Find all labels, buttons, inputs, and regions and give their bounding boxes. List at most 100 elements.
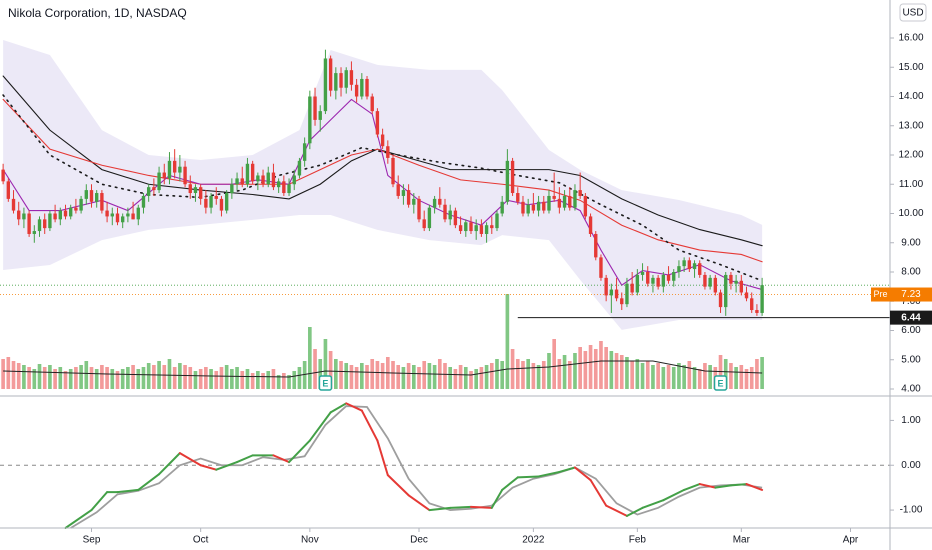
candle-body	[152, 187, 156, 191]
volume-bar	[131, 365, 135, 389]
candle-body	[536, 201, 541, 211]
volume-average	[3, 360, 763, 378]
volume-bar	[42, 367, 47, 389]
candle-body	[682, 260, 686, 267]
candle-body	[32, 231, 37, 234]
candle-body	[656, 277, 660, 287]
volume-bar	[53, 369, 57, 389]
candle-body	[63, 210, 68, 217]
signal-line	[70, 405, 763, 529]
candle-body	[53, 213, 57, 220]
oscillator-segment	[64, 509, 93, 529]
candle-body	[256, 175, 260, 182]
candle-body	[635, 274, 640, 293]
candle-body	[219, 198, 224, 211]
volume-bar	[567, 361, 572, 389]
volume-bar	[349, 365, 354, 389]
candle-body	[178, 166, 182, 173]
earnings-marker	[318, 375, 333, 391]
candle-body	[204, 198, 208, 208]
candle-body	[557, 198, 562, 208]
level-box	[890, 310, 932, 325]
volume-bar	[640, 363, 645, 389]
candle-body	[672, 272, 676, 281]
y-tick-label: 10.00	[898, 208, 923, 219]
oscillator-segment	[288, 439, 311, 464]
candle-body	[136, 207, 140, 220]
candle-body	[79, 198, 83, 211]
volume-bar	[365, 365, 369, 389]
volume-bar	[6, 357, 11, 389]
volume-bar	[682, 365, 686, 389]
y-tick-label: 11.00	[899, 179, 924, 190]
candle-body	[209, 195, 213, 208]
volume-bar	[406, 363, 411, 389]
volume-bar	[115, 371, 120, 389]
oscillator-segment	[158, 452, 181, 476]
candle-body	[692, 263, 697, 270]
candle-body	[386, 146, 390, 158]
volume-bar	[308, 327, 312, 389]
volume-bar	[666, 365, 671, 389]
candle-body	[115, 213, 120, 223]
candle-body	[391, 157, 395, 185]
candle-layer	[1, 49, 764, 316]
candle-body	[360, 78, 364, 97]
y-tick-label: 4.00	[901, 384, 921, 395]
candle-body	[703, 274, 707, 287]
volume-bar	[58, 367, 63, 389]
candle-body	[89, 190, 94, 202]
volume-bar	[370, 359, 375, 389]
candle-body	[484, 225, 489, 234]
volume-bar	[411, 365, 416, 389]
volume-bar	[339, 361, 343, 389]
volume-bar	[235, 367, 239, 389]
candle-body	[22, 213, 26, 220]
oscillator-segment	[501, 476, 519, 491]
candle-body	[630, 283, 634, 293]
oscillator-segment	[729, 483, 748, 487]
candle-body	[724, 274, 728, 308]
y-tick-label: 13.00	[898, 120, 923, 131]
volume-bar	[500, 361, 505, 389]
volume-bar	[219, 367, 224, 389]
volume-bar	[671, 367, 676, 389]
candle-body	[458, 225, 463, 232]
candle-body	[261, 175, 265, 185]
candle-body	[126, 213, 130, 217]
volume-bar	[37, 364, 42, 389]
candle-body	[479, 225, 484, 234]
volume-bar	[661, 367, 666, 389]
candle-body	[11, 198, 16, 211]
candle-body	[432, 198, 437, 208]
volume-bar	[276, 375, 281, 389]
candle-body	[708, 277, 712, 287]
volume-bar	[739, 365, 744, 389]
volume-bar	[422, 361, 427, 389]
volume-bar	[588, 345, 593, 389]
candle-body	[614, 289, 619, 299]
volume-bar	[536, 365, 541, 389]
currency-box[interactable]	[899, 3, 927, 22]
volume-bar	[692, 367, 697, 389]
y-tick-label: 12.00	[898, 150, 923, 161]
volume-bar	[318, 359, 323, 389]
candle-body	[313, 96, 317, 120]
candle-body	[568, 195, 572, 208]
candle-body	[287, 184, 291, 194]
volume-bar	[282, 373, 286, 389]
candle-body	[84, 190, 88, 199]
oscillator-segment	[589, 479, 608, 507]
volume-bar	[755, 359, 759, 389]
candle-body	[198, 187, 203, 199]
candle-body	[318, 111, 322, 120]
volume-bar	[630, 361, 634, 389]
volume-bar	[557, 359, 562, 389]
oscillator-segment	[428, 506, 452, 512]
volume-bar	[120, 369, 125, 389]
volume-bar	[360, 363, 364, 389]
candle-body	[1, 169, 5, 182]
pre-name-box	[871, 287, 890, 302]
volume-bar	[432, 365, 437, 389]
oscillator-segment	[376, 439, 389, 477]
